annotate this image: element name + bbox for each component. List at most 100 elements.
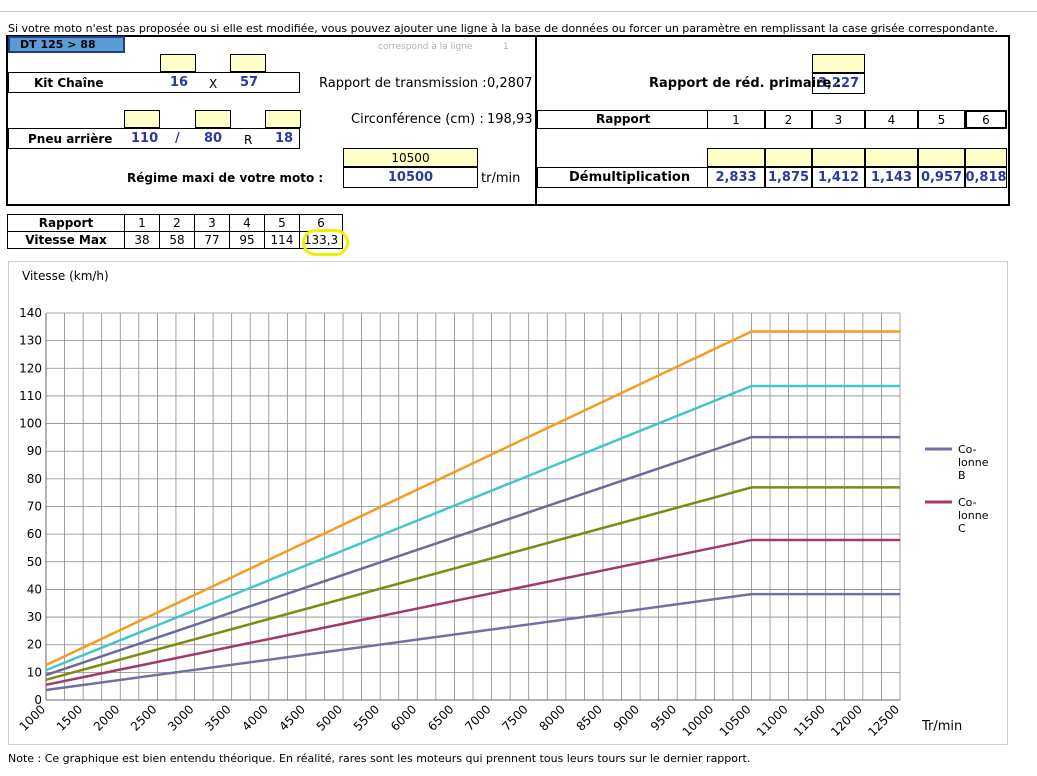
speed-table-rapport-label: Rapport (7, 214, 125, 232)
x-tick-label: 1500 (54, 702, 85, 733)
y-tick-label: 20 (27, 638, 42, 652)
y-tick-label: 140 (19, 306, 42, 320)
tyre-row (8, 128, 300, 149)
tyre-r: R (244, 133, 253, 147)
legend-label-2: C (958, 522, 966, 535)
tyre-sep: / (175, 131, 180, 146)
speed-gear-3: 3 (194, 214, 230, 232)
chart-frame (8, 261, 1008, 745)
y-tick-label: 110 (19, 389, 42, 403)
speed-gear-4: 4 (229, 214, 265, 232)
tyre-aspect-value: 80 (204, 131, 223, 146)
regime-input[interactable]: 10500 (343, 148, 478, 167)
x-tick-label: 11500 (791, 702, 828, 739)
x-tick-label: 1000 (17, 702, 48, 733)
x-tick-label: 3000 (165, 702, 196, 733)
gear-header-6: 6 (965, 110, 1007, 129)
chart-xlabel: Tr/min (922, 719, 963, 734)
primary-override[interactable] (812, 54, 865, 73)
legend-label-1: Co- (958, 443, 977, 456)
tyre-rim-override[interactable] (265, 110, 301, 128)
speed-value-2: 58 (159, 231, 195, 249)
tyre-rim-value: 18 (275, 131, 294, 146)
series-line-1 (45, 592, 900, 692)
gear-header-1: 1 (707, 110, 765, 129)
demult-override-2[interactable] (765, 148, 812, 167)
y-tick-label: 30 (27, 610, 42, 624)
regime-value-text: 10500 (387, 170, 434, 185)
demult-override-4[interactable] (865, 148, 918, 167)
kit-rear-override[interactable] (230, 54, 266, 72)
kit-rear-value: 57 (240, 75, 259, 90)
row-ref-label: correspond à la ligne (378, 42, 473, 52)
tyre-aspect-override[interactable] (195, 110, 231, 128)
kit-row (8, 72, 300, 93)
primary-label: Rapport de réd. primaire : (649, 76, 842, 91)
regime-unit: tr/min (481, 171, 521, 186)
y-tick-label: 0 (34, 693, 42, 707)
legend-label-1: B (958, 469, 966, 482)
primary-value-text: 3,227 (817, 76, 860, 91)
demult-override-5[interactable] (918, 148, 965, 167)
instruction-note: Si votre moto n'est pas proposée ou si e… (8, 22, 998, 35)
x-tick-label: 8000 (536, 702, 567, 733)
gear-header-5: 5 (918, 110, 965, 129)
x-tick-label: 11000 (754, 702, 791, 739)
kit-sep: X (209, 77, 218, 91)
x-tick-label: 5500 (351, 702, 382, 733)
y-tick-label: 40 (27, 582, 42, 596)
highlight-circle (302, 229, 349, 256)
x-tick-label: 9500 (648, 702, 679, 733)
gearbox-panel (535, 35, 1010, 206)
row-ref-value: 1 (503, 42, 509, 52)
chart-ylabel: Vitesse (km/h) (22, 269, 109, 283)
speed-value-4: 95 (229, 231, 265, 249)
kit-front-value: 16 (170, 75, 189, 90)
regime-value: 10500 (343, 167, 478, 188)
series-line-2 (45, 538, 900, 687)
legend-label-1: lonne (958, 456, 989, 469)
speed-chart: 0 10 20 30 40 50 60 70 80 90 100 110 120 130 140 1000 15… (17, 306, 989, 739)
x-tick-label: 10500 (717, 702, 754, 739)
bottom-note: Note : Ce graphique est bien entendu thé… (8, 752, 751, 765)
gear-header-2: 2 (765, 110, 812, 129)
demult-override-3[interactable] (812, 148, 865, 167)
x-tick-label: 9000 (611, 702, 642, 733)
x-tick-label: 12000 (828, 702, 865, 739)
series-line-4 (45, 435, 900, 677)
gear-header-3: 3 (812, 110, 865, 129)
y-tick-label: 120 (19, 361, 42, 375)
primary-value: 3,227 (812, 73, 865, 94)
x-tick-label: 5000 (314, 702, 345, 733)
demult-override-6[interactable] (965, 148, 1007, 167)
x-tick-label: 6000 (388, 702, 419, 733)
transmission-label: Rapport de transmission : (319, 76, 487, 91)
x-tick-label: 4500 (277, 702, 308, 733)
x-tick-label: 2500 (128, 702, 159, 733)
speed-table: Rapport 1 2 3 4 5 6 Vitesse Max 38 58 77… (7, 214, 343, 249)
tyre-width-override[interactable] (124, 110, 160, 128)
x-tick-label: 3500 (202, 702, 233, 733)
speed-gear-1: 1 (124, 214, 160, 232)
series-line-6 (45, 330, 900, 667)
y-tick-label: 50 (27, 555, 42, 569)
legend-label-2: Co- (958, 496, 977, 509)
y-tick-label: 130 (19, 334, 42, 348)
demult-override-1[interactable] (707, 148, 765, 167)
y-tick-label: 90 (27, 444, 42, 458)
tyre-width-value: 110 (131, 131, 159, 146)
y-tick-label: 60 (27, 527, 42, 541)
speed-value-3: 77 (194, 231, 230, 249)
demult-value-1: 2,833 (707, 167, 765, 188)
y-tick-label: 10 (27, 665, 42, 679)
series-line-5 (45, 384, 900, 672)
demult-value-4: 1,143 (865, 167, 918, 188)
x-tick-label: 8500 (574, 702, 605, 733)
model-tab[interactable]: DT 125 > 88 (8, 36, 125, 53)
legend-label-2: lonne (958, 509, 989, 522)
kit-front-override[interactable] (160, 54, 196, 72)
kit-label: Kit Chaîne (34, 76, 104, 90)
y-tick-label: 100 (19, 417, 42, 431)
x-tick-label: 4000 (239, 702, 270, 733)
speed-value-5: 114 (264, 231, 300, 249)
